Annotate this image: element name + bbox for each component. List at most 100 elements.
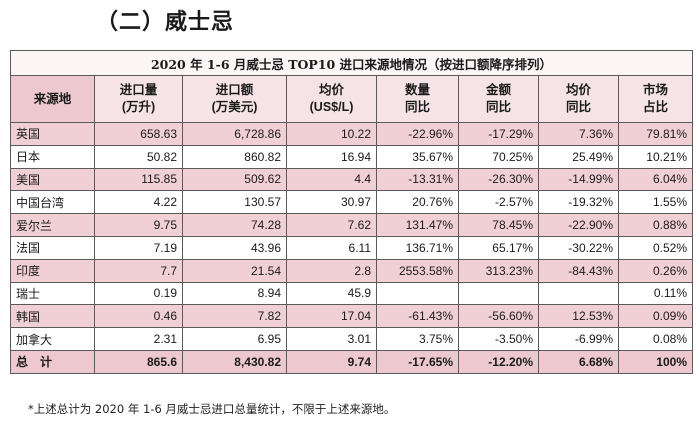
header-line-2: (万美元) (211, 100, 258, 114)
table-row: 加拿大 2.31 6.95 3.01 3.75% -3.50% -6.99% 0.08% (10, 327, 693, 351)
table-cell: -22.96% (376, 122, 459, 146)
table-cell: 7.62 (286, 213, 377, 237)
row-source-cell: 韩国 (10, 304, 95, 329)
whisky-import-table: 2020 年 1-6 月威士忌 TOP10 进口来源地情况（按进口额降序排列） … (10, 50, 693, 374)
table-row: 美国 115.85 509.62 4.4 -13.31% -26.30% -14.99% 6.… (10, 167, 693, 192)
header-row: 来源地 进口量 (万升) 进口额 (万美元) 均价 (US$/L) 数量同比 金额同比… (10, 75, 693, 123)
total-cell: 100% (618, 349, 693, 374)
header-line-2: 同比 (565, 100, 591, 114)
column-header: 数量 同比 (376, 75, 459, 123)
table-cell: 2.31 (94, 327, 183, 351)
row-source-cell: 加拿大 (10, 327, 95, 351)
table-cell: 43.96 (182, 235, 287, 260)
table-cell: 136.71% (376, 235, 459, 260)
table-cell: 50.82 (94, 144, 183, 169)
header-line-2: (万升) (121, 100, 156, 114)
data-table: 2020 年 1-6 月威士忌 TOP10 进口来源地情况（按进口额降序排列） … (10, 50, 693, 374)
table-cell: 78.45% (458, 213, 539, 237)
column-header: 进口额 (万美元) (182, 75, 287, 123)
table-cell: 30.97 (286, 190, 377, 215)
table-cell: -61.43% (376, 304, 459, 329)
table-cell: 35.67% (376, 144, 459, 169)
table-cell: 17.04 (286, 304, 377, 329)
table-cell: 8.94 (182, 281, 287, 306)
table-cell (458, 281, 539, 306)
table-cell: 7.36% (538, 122, 619, 146)
total-cell: 6.68% (538, 349, 619, 374)
total-label-cell: 总计 (10, 349, 95, 374)
column-header: 金额 同比 (458, 75, 539, 123)
column-header: 市场 占比 (618, 75, 693, 123)
table-row: 中国台湾 4.22 130.57 30.97 20.76% -2.57% -19.32% 1.… (10, 190, 693, 215)
table-cell: 7.82 (182, 304, 287, 329)
table-cell: 2553.58% (376, 258, 459, 283)
table-cell: 20.76% (376, 190, 459, 215)
table-cell: -22.90% (538, 213, 619, 237)
table-body: 英国 658.63 6,728.86 10.22 -22.96% -17.29% 7.36%… (10, 122, 693, 374)
table-cell: 0.26% (618, 258, 693, 283)
table-cell: 7.7 (94, 258, 183, 283)
row-source-cell: 英国 (10, 122, 95, 146)
table-cell: 45.9 (286, 281, 377, 306)
header-line-1: 金额 (485, 83, 511, 97)
total-cell: 865.6 (94, 349, 183, 374)
column-header: 均价 (US$/L) (286, 75, 377, 123)
header-line-1: 数量 (404, 83, 430, 97)
table-cell: 0.19 (94, 281, 183, 306)
table-cell: 10.22 (286, 122, 377, 146)
table-cell: -56.60% (458, 304, 539, 329)
table-cell: 4.22 (94, 190, 183, 215)
table-row: 瑞士 0.19 8.94 45.9 0.11% (10, 281, 693, 306)
table-cell: 0.52% (618, 235, 693, 260)
table-cell: -3.50% (458, 327, 539, 351)
table-cell: 2.8 (286, 258, 377, 283)
table-cell: 65.17% (458, 235, 539, 260)
footnote: *上述总计为 2020 年 1-6 月威士忌进口总量统计，不限于上述来源地。 (28, 402, 396, 416)
header-line-2: 同比 (404, 100, 430, 114)
table-cell: 9.75 (94, 213, 183, 237)
table-cell: 7.19 (94, 235, 183, 260)
table-cell: 70.25% (458, 144, 539, 169)
table-cell: -17.29% (458, 122, 539, 146)
table-cell: -13.31% (376, 167, 459, 192)
table-cell: 4.4 (286, 167, 377, 192)
table-cell: 3.01 (286, 327, 377, 351)
table-row: 英国 658.63 6,728.86 10.22 -22.96% -17.29% 7.36%… (10, 122, 693, 146)
table-caption: 2020 年 1-6 月威士忌 TOP10 进口来源地情况（按进口额降序排列） (10, 50, 693, 76)
header-line-1: 进口量 (119, 83, 158, 97)
total-row: 总计 865.6 8,430.82 9.74 -17.65% -12.20% 6.68% 10… (10, 349, 693, 374)
table-cell (538, 281, 619, 306)
table-cell: 0.11% (618, 281, 693, 306)
table-row: 印度 7.7 21.54 2.8 2553.58% 313.23% -84.43% 0.26% (10, 258, 693, 283)
column-header: 来源地 (10, 75, 95, 123)
table-cell: 12.53% (538, 304, 619, 329)
table-cell: 0.09% (618, 304, 693, 329)
column-header: 均价 同比 (538, 75, 619, 123)
table-cell: 860.82 (182, 144, 287, 169)
header-line-1: 进口额 (215, 83, 254, 97)
table-cell: 6,728.86 (182, 122, 287, 146)
table-cell: 79.81% (618, 122, 693, 146)
total-cell: 9.74 (286, 349, 377, 374)
table-cell: 6.04% (618, 167, 693, 192)
table-cell: 658.63 (94, 122, 183, 146)
row-source-cell: 中国台湾 (10, 190, 95, 215)
row-source-cell: 印度 (10, 258, 95, 283)
total-cell: -12.20% (458, 349, 539, 374)
table-cell: 25.49% (538, 144, 619, 169)
table-cell: 115.85 (94, 167, 183, 192)
row-source-cell: 日本 (10, 144, 95, 169)
table-cell: 10.21% (618, 144, 693, 169)
table-cell: 0.88% (618, 213, 693, 237)
table-cell: 16.94 (286, 144, 377, 169)
table-cell: -2.57% (458, 190, 539, 215)
table-cell: 131.47% (376, 213, 459, 237)
header-line-2: 同比 (485, 100, 511, 114)
table-cell: 1.55% (618, 190, 693, 215)
table-row: 韩国 0.46 7.82 17.04 -61.43% -56.60% 12.53% 0.09% (10, 304, 693, 329)
table-cell: 0.08% (618, 327, 693, 351)
table-row: 爱尔兰 9.75 74.28 7.62 131.47% 78.45% -22.90% 0.88… (10, 213, 693, 237)
header-line-2: (US$/L) (309, 100, 354, 114)
table-cell: 21.54 (182, 258, 287, 283)
table-row: 日本 50.82 860.82 16.94 35.67% 70.25% 25.49% 10.2… (10, 144, 693, 169)
